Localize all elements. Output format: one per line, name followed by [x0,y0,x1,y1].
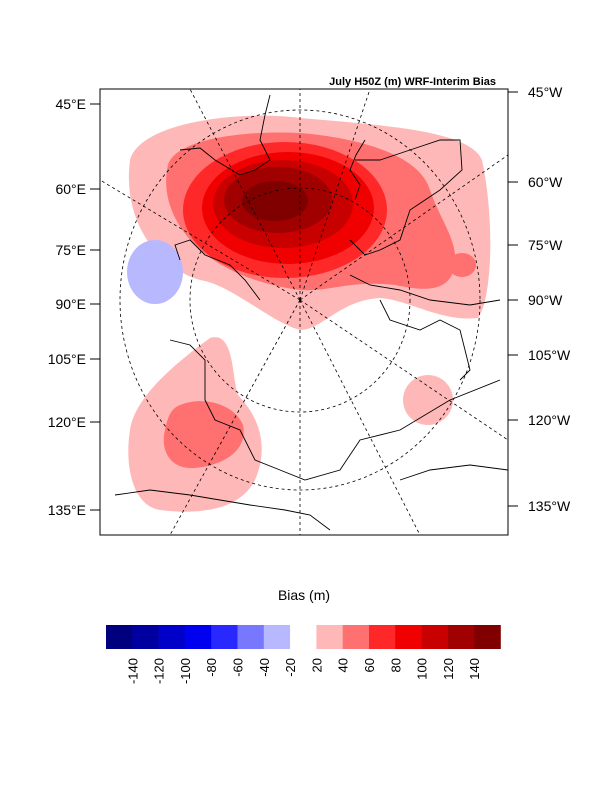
left-label: 90°E [55,296,86,312]
colorbar-label: 100 [415,658,430,680]
colorbar-box [447,625,475,649]
contour-20-east [403,375,453,425]
map-title: July H50Z (m) WRF-Interim Bias [329,76,496,88]
colorbar-box [421,625,449,649]
map-frame [99,88,509,536]
colorbar-box [395,625,422,649]
colorbar-box [106,625,133,649]
contour-40-south [163,401,244,469]
coastlines [114,94,508,531]
right-label: 90°W [528,292,563,308]
colorbar-box [211,625,238,649]
colorbar-label: -80 [204,658,219,677]
colorbar-box [263,625,291,649]
colorbar-box [132,625,159,649]
left-label: 60°E [55,181,86,197]
left-label: 75°E [55,242,86,258]
colorbar-label: 120 [441,658,456,680]
colorbar-label: -100 [178,658,193,684]
right-label: 75°W [528,237,563,253]
colorbar-label: 20 [309,658,324,672]
colorbar-box [290,625,317,649]
colorbar-label: 140 [467,658,482,680]
colorbar-box [237,625,265,649]
contour-40-east [448,253,476,277]
colorbar-box [184,625,212,649]
colorbar-label: -120 [152,658,167,684]
right-axis-labels: 45°W 60°W 75°W 90°W 105°W 120°W 135°W [508,84,571,514]
left-label: 105°E [48,351,86,367]
colorbar-label: -40 [257,658,272,677]
contour-140 [242,181,308,221]
colorbar-box [316,625,343,649]
right-label: 135°W [528,498,571,514]
colorbar-box [369,625,396,649]
left-label: 45°E [55,96,86,112]
map-panel [100,89,508,535]
colorbar-box [474,625,501,649]
colorbar: -140 -120 -100 -80 -60 -40 -20 20 40 60 80 100 120 14… [106,625,501,684]
left-axis-labels: 45°E 60°E 75°E 90°E 105°E 120°E 135°E [48,96,100,518]
right-label: 45°W [528,84,563,100]
colorbar-label: -60 [231,658,246,677]
right-label: 105°W [528,347,571,363]
colorbar-box [158,625,186,649]
colorbar-label: -140 [125,658,140,684]
colorbar-label: 60 [362,658,377,672]
contour-neg20 [127,240,183,304]
right-label: 60°W [528,174,563,190]
left-label: 135°E [48,502,86,518]
left-label: 120°E [48,414,86,430]
colorbar-title: Bias (m) [278,587,330,603]
colorbar-label: -20 [283,658,298,677]
colorbar-box [342,625,370,649]
colorbar-label: 40 [336,658,351,672]
right-label: 120°W [528,412,571,428]
colorbar-label: 80 [388,658,403,672]
